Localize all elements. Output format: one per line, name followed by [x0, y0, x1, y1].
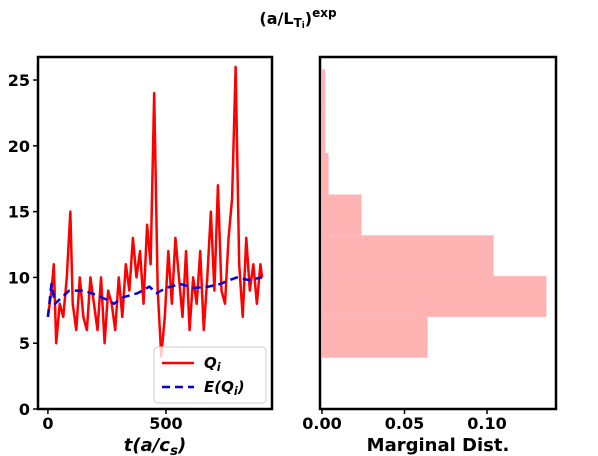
hist-bar	[321, 111, 326, 154]
plot-frame	[318, 55, 558, 411]
text-part: i	[217, 361, 221, 374]
plot: 0.00 0.05 0.10 Marginal Dist.	[302, 55, 558, 456]
series-line	[46, 65, 264, 358]
legend-box	[153, 346, 267, 404]
text-part: i	[302, 21, 305, 31]
series-line	[46, 276, 263, 318]
x-axis-label: Marginal Dist.	[367, 435, 510, 456]
text-part: Q	[204, 354, 217, 372]
x-tick-label: 0.10	[467, 414, 506, 433]
y-tick-label: 20	[8, 137, 30, 156]
text-part: )	[177, 435, 186, 456]
x-tick-label: 0.00	[302, 414, 341, 433]
x-tick-label: 500	[149, 414, 182, 433]
y-tick-label: 0	[19, 400, 30, 419]
text-part: i	[234, 385, 238, 398]
text-part: t(a/c	[124, 435, 171, 456]
figure-title: (a/LTi)exp	[259, 6, 337, 31]
legend: QiE(Qi)	[153, 346, 267, 404]
text-part: )	[305, 9, 312, 28]
y-tick-label: 5	[19, 334, 30, 353]
y-tick-label: 15	[8, 203, 30, 222]
plot-frame	[36, 55, 274, 411]
y-tick-label: 25	[8, 71, 30, 90]
hist-bar	[321, 276, 547, 317]
text-part: E(Q	[204, 378, 234, 396]
legend-label: Qi	[204, 354, 221, 374]
text-part: )	[237, 378, 245, 396]
hist-bar	[321, 316, 428, 358]
text-part: T	[294, 16, 303, 30]
text-part: (a/L	[259, 9, 293, 28]
hist-bar	[321, 194, 362, 236]
x-tick-label: 0.05	[385, 414, 424, 433]
text-part: Marginal Dist.	[367, 435, 510, 456]
hist-bar	[321, 153, 329, 195]
x-axis-label: t(a/cs)	[124, 435, 187, 456]
hist-bar	[321, 235, 494, 277]
text-part: exp	[312, 6, 337, 20]
legend-label: E(Qi)	[204, 378, 245, 398]
text-part: s	[170, 443, 178, 456]
hist-bar	[321, 69, 326, 112]
x-tick-label: 0	[42, 414, 53, 433]
y-tick-label: 10	[8, 268, 30, 287]
